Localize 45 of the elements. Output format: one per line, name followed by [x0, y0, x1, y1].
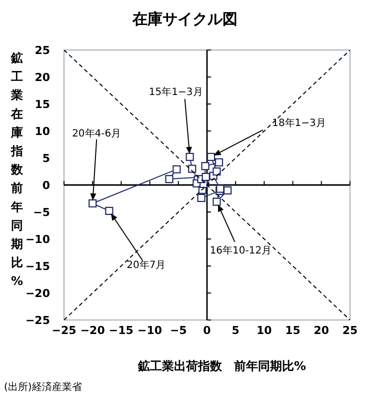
annotation: 20年7月 [126, 258, 166, 271]
y-tick-label: 10 [34, 125, 50, 138]
x-axis-title: 鉱工業出荷指数 前年同期比% [136, 359, 306, 373]
x-tick-label: −20 [80, 324, 106, 337]
point [206, 152, 216, 161]
point [201, 162, 210, 170]
y-tick-label: 20 [34, 71, 50, 84]
y-tick-label: −20 [25, 287, 50, 300]
x-tick-label: 0 [203, 324, 212, 337]
x-tick-label: 25 [342, 324, 358, 337]
y-tick-label: −10 [25, 233, 50, 246]
point [172, 165, 181, 174]
point [214, 158, 224, 166]
annotation: 15年1−3月 [148, 86, 203, 98]
point [197, 194, 206, 202]
annotation: 20年4-6月 [72, 127, 122, 140]
y-tick-label: −15 [25, 260, 50, 273]
text: (出所)経済産業省 [4, 381, 82, 393]
point [186, 152, 194, 161]
point [165, 175, 174, 184]
y-tick-label: −5 [33, 206, 50, 219]
x-tick-label: −15 [108, 324, 134, 337]
annotation: 18年1−3月 [272, 116, 326, 129]
x-tick-label: 5 [232, 324, 240, 337]
y-tick-label: −25 [25, 314, 50, 327]
point [212, 167, 221, 176]
x-tick-label: 15 [285, 324, 300, 337]
x-tick-label: −10 [138, 324, 162, 337]
x-tick-label: −5 [170, 324, 187, 337]
x-tick-label: 10 [256, 324, 272, 337]
x-tick-label: −25 [52, 324, 76, 337]
point [105, 206, 114, 215]
point [212, 198, 221, 206]
text: 鉱工業在庫指数前年同期比% [10, 51, 24, 288]
y-tick-label: 5 [42, 152, 50, 165]
point [88, 199, 97, 208]
point [224, 186, 232, 194]
point [188, 164, 196, 173]
chart-title: 在庫サイクル図 [132, 10, 238, 28]
point [202, 172, 210, 181]
annotation: 16年10-12月 [210, 244, 272, 257]
y-tick-label: 25 [34, 44, 50, 57]
y-tick-label: 0 [42, 179, 50, 192]
y-tick-label: 15 [34, 98, 50, 111]
x-tick-label: 20 [314, 324, 330, 337]
